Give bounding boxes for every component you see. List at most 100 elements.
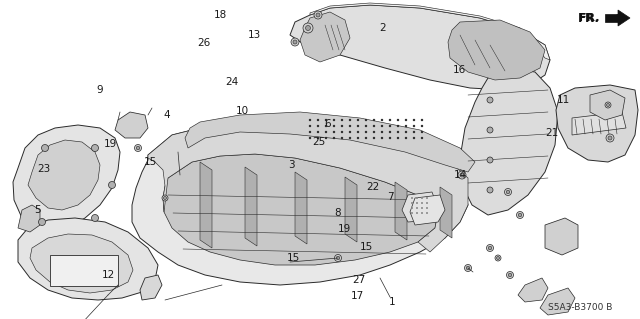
Circle shape: [341, 137, 343, 139]
Text: 26: 26: [197, 38, 210, 48]
Circle shape: [372, 137, 375, 139]
Circle shape: [109, 182, 115, 189]
Circle shape: [349, 131, 351, 133]
Circle shape: [495, 255, 501, 261]
Circle shape: [506, 190, 509, 194]
Circle shape: [305, 26, 310, 31]
Circle shape: [336, 256, 340, 260]
Circle shape: [488, 246, 492, 250]
Text: 15: 15: [287, 253, 300, 263]
Circle shape: [388, 131, 391, 133]
Polygon shape: [518, 278, 548, 302]
Circle shape: [293, 40, 297, 44]
Circle shape: [291, 38, 299, 46]
Polygon shape: [590, 90, 625, 120]
Text: S5A3-B3700 B: S5A3-B3700 B: [548, 303, 612, 313]
Text: 14: 14: [454, 170, 467, 180]
Circle shape: [608, 136, 612, 140]
Polygon shape: [448, 20, 545, 80]
Circle shape: [303, 23, 313, 33]
Text: 10: 10: [236, 106, 248, 116]
Circle shape: [324, 119, 327, 121]
Circle shape: [357, 125, 359, 127]
Circle shape: [317, 137, 319, 139]
Polygon shape: [540, 288, 575, 315]
Circle shape: [421, 131, 423, 133]
Polygon shape: [13, 125, 120, 232]
Circle shape: [317, 119, 319, 121]
Circle shape: [416, 207, 418, 209]
Text: 3: 3: [288, 160, 294, 170]
Circle shape: [397, 137, 399, 139]
Circle shape: [421, 137, 423, 139]
Polygon shape: [402, 192, 438, 222]
Circle shape: [365, 137, 367, 139]
Circle shape: [421, 207, 423, 209]
Circle shape: [333, 131, 335, 133]
Polygon shape: [148, 120, 468, 252]
Circle shape: [426, 207, 428, 209]
Polygon shape: [30, 234, 133, 293]
Polygon shape: [185, 112, 475, 172]
Circle shape: [388, 119, 391, 121]
Text: 8: 8: [335, 208, 341, 218]
Circle shape: [357, 119, 359, 121]
Circle shape: [487, 187, 493, 193]
Circle shape: [397, 131, 399, 133]
Polygon shape: [132, 125, 468, 285]
Circle shape: [405, 131, 407, 133]
Text: 21: 21: [545, 128, 558, 138]
Circle shape: [506, 271, 513, 278]
Circle shape: [504, 189, 511, 196]
Circle shape: [38, 219, 45, 226]
Text: 11: 11: [557, 95, 570, 106]
Text: 12: 12: [102, 270, 115, 280]
Text: 18: 18: [214, 10, 227, 20]
Polygon shape: [545, 218, 578, 255]
Circle shape: [324, 125, 327, 127]
Circle shape: [372, 125, 375, 127]
Circle shape: [365, 131, 367, 133]
Text: 9: 9: [96, 85, 102, 95]
Polygon shape: [18, 205, 40, 232]
Circle shape: [349, 125, 351, 127]
Polygon shape: [115, 112, 148, 138]
Polygon shape: [140, 275, 162, 300]
Circle shape: [341, 119, 343, 121]
Circle shape: [381, 131, 383, 133]
Polygon shape: [440, 187, 452, 238]
Circle shape: [413, 119, 415, 121]
Circle shape: [413, 125, 415, 127]
Text: 16: 16: [453, 64, 466, 75]
Circle shape: [162, 195, 168, 201]
Text: 13: 13: [248, 30, 261, 40]
Polygon shape: [50, 255, 118, 286]
Text: 2: 2: [380, 23, 386, 33]
Circle shape: [333, 119, 335, 121]
Text: 5: 5: [34, 205, 40, 215]
Text: 15: 15: [144, 157, 157, 167]
Circle shape: [421, 119, 423, 121]
Circle shape: [405, 119, 407, 121]
Circle shape: [426, 202, 428, 204]
Circle shape: [516, 211, 524, 219]
Circle shape: [467, 266, 470, 270]
Circle shape: [388, 137, 391, 139]
Text: 22: 22: [366, 182, 379, 192]
Circle shape: [335, 255, 342, 262]
Circle shape: [309, 125, 311, 127]
Polygon shape: [28, 140, 100, 210]
Circle shape: [411, 212, 413, 214]
Circle shape: [134, 145, 141, 152]
Polygon shape: [295, 172, 307, 244]
Circle shape: [92, 145, 99, 152]
Text: 15: 15: [360, 242, 372, 252]
Circle shape: [508, 273, 512, 277]
Text: 27: 27: [352, 275, 365, 285]
Circle shape: [413, 137, 415, 139]
Circle shape: [605, 102, 611, 108]
Circle shape: [421, 197, 423, 199]
Polygon shape: [345, 177, 357, 242]
Circle shape: [136, 146, 140, 150]
Circle shape: [426, 197, 428, 199]
